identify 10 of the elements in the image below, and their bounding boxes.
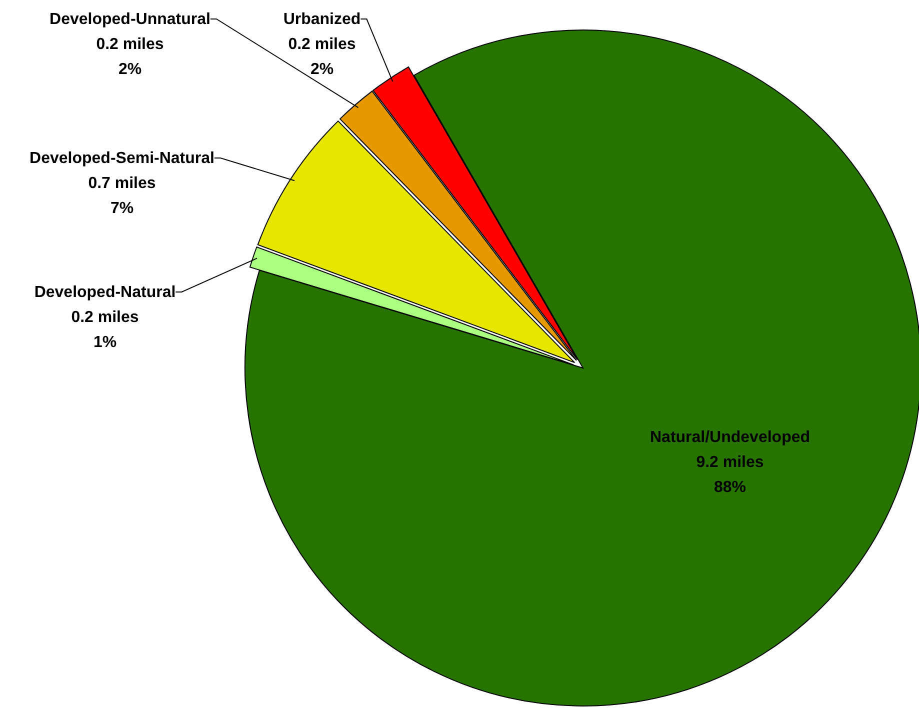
data-label: 0.2 miles 2% bbox=[96, 36, 164, 78]
slice-label: Natural/Undeveloped bbox=[650, 429, 810, 446]
data-label: 0.2 miles 1% bbox=[71, 309, 139, 351]
data-label: 9.2 miles 88% bbox=[696, 454, 764, 496]
slice-label: Developed-Semi-Natural bbox=[30, 150, 214, 167]
data-label: 0.2 miles 2% bbox=[288, 36, 356, 78]
data-label: 0.7 miles 7% bbox=[88, 175, 156, 217]
slice-label: Developed-Natural bbox=[34, 284, 176, 301]
slice-label: Urbanized bbox=[283, 11, 361, 28]
slice-label: Developed-Unnatural bbox=[50, 11, 210, 28]
